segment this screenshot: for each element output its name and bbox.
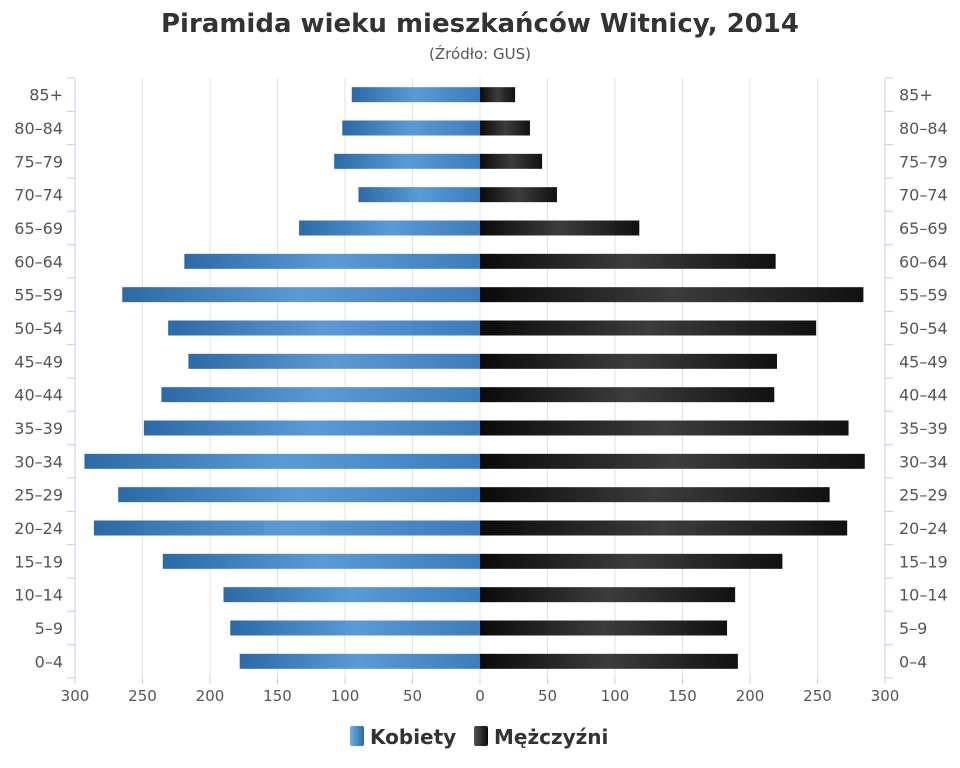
bar-women-20–24[interactable] bbox=[93, 520, 481, 536]
category-label-right: 60–64 bbox=[899, 252, 948, 271]
legend-item-women[interactable]: Kobiety bbox=[350, 725, 456, 749]
bar-men-65–69[interactable] bbox=[480, 220, 640, 236]
x-tick-label: 0 bbox=[475, 687, 485, 705]
category-label-left: 75–79 bbox=[14, 152, 63, 171]
x-tick-label: 250 bbox=[128, 687, 157, 705]
legend-swatch-women bbox=[350, 726, 364, 746]
bar-women-50–54[interactable] bbox=[168, 320, 480, 336]
legend-item-men[interactable]: Mężczyźni bbox=[474, 725, 608, 749]
x-tick-label: 150 bbox=[668, 687, 697, 705]
category-label-left: 45–49 bbox=[14, 352, 63, 371]
x-tick-label: 300 bbox=[871, 687, 900, 705]
bar-women-80–84[interactable] bbox=[342, 120, 480, 136]
x-tick-label: 50 bbox=[403, 687, 422, 705]
category-label-left: 5–9 bbox=[35, 619, 63, 638]
category-label-left: 10–14 bbox=[14, 586, 63, 605]
category-label-left: 65–69 bbox=[14, 219, 63, 238]
bar-women-40–44[interactable] bbox=[161, 387, 480, 403]
labels: 300 250 200 150 100 50 0 50 100 150 200 250 300 0–4 5–… bbox=[14, 86, 947, 705]
bars bbox=[84, 87, 865, 669]
bar-men-55–59[interactable] bbox=[480, 287, 864, 303]
bar-men-70–74[interactable] bbox=[480, 187, 557, 203]
bar-women-25–29[interactable] bbox=[118, 487, 480, 503]
category-label-right: 0–4 bbox=[899, 652, 927, 671]
category-label-right: 75–79 bbox=[899, 152, 948, 171]
bar-men-45–49[interactable] bbox=[480, 353, 777, 369]
bar-men-20–24[interactable] bbox=[480, 520, 848, 536]
category-label-right: 65–69 bbox=[899, 219, 948, 238]
bar-women-0–4[interactable] bbox=[239, 653, 480, 669]
x-tick-label: 200 bbox=[736, 687, 765, 705]
x-tick-label: 250 bbox=[803, 687, 832, 705]
bar-men-25–29[interactable] bbox=[480, 487, 830, 503]
bar-women-55–59[interactable] bbox=[122, 287, 480, 303]
bar-women-70–74[interactable] bbox=[358, 187, 481, 203]
chart-title: Piramida wieku mieszkańców Witnicy, 2014 bbox=[161, 9, 799, 39]
bar-women-45–49[interactable] bbox=[188, 353, 480, 369]
bar-women-85+[interactable] bbox=[351, 87, 480, 103]
bar-men-60–64[interactable] bbox=[480, 253, 776, 269]
bar-men-15–19[interactable] bbox=[480, 553, 783, 569]
category-label-right: 45–49 bbox=[899, 352, 948, 371]
category-label-left: 85+ bbox=[29, 86, 63, 105]
category-label-right: 35–39 bbox=[899, 419, 948, 438]
bar-men-85+[interactable] bbox=[480, 87, 516, 103]
x-tick-label: 50 bbox=[538, 687, 557, 705]
bar-women-60–64[interactable] bbox=[184, 253, 480, 269]
x-tick-label: 100 bbox=[601, 687, 630, 705]
x-tick-label: 200 bbox=[196, 687, 225, 705]
bar-women-35–39[interactable] bbox=[143, 420, 480, 436]
bar-men-10–14[interactable] bbox=[480, 587, 736, 603]
bar-men-5–9[interactable] bbox=[480, 620, 728, 636]
bar-men-80–84[interactable] bbox=[480, 120, 530, 136]
x-tick-label: 100 bbox=[331, 687, 360, 705]
bar-men-0–4[interactable] bbox=[480, 653, 738, 669]
bar-men-35–39[interactable] bbox=[480, 420, 849, 436]
bar-men-75–79[interactable] bbox=[480, 153, 543, 169]
category-label-right: 40–44 bbox=[899, 386, 948, 405]
bar-women-65–69[interactable] bbox=[299, 220, 480, 236]
category-label-right: 30–34 bbox=[899, 452, 948, 471]
bar-men-40–44[interactable] bbox=[480, 387, 775, 403]
legend-swatch-men bbox=[474, 726, 488, 746]
category-label-right: 50–54 bbox=[899, 319, 948, 338]
bar-women-75–79[interactable] bbox=[334, 153, 480, 169]
bar-women-10–14[interactable] bbox=[223, 587, 481, 603]
bar-women-30–34[interactable] bbox=[84, 453, 480, 469]
category-label-right: 80–84 bbox=[899, 119, 948, 138]
category-label-left: 55–59 bbox=[14, 286, 63, 305]
axes bbox=[67, 77, 893, 684]
legend: Kobiety Mężczyźni bbox=[350, 725, 608, 749]
category-label-right: 55–59 bbox=[899, 286, 948, 305]
category-label-right: 15–19 bbox=[899, 552, 948, 571]
category-label-left: 35–39 bbox=[14, 419, 63, 438]
category-label-right: 70–74 bbox=[899, 186, 948, 205]
category-label-left: 80–84 bbox=[14, 119, 63, 138]
bar-men-30–34[interactable] bbox=[480, 453, 865, 469]
legend-label-women: Kobiety bbox=[370, 725, 456, 749]
bar-women-5–9[interactable] bbox=[230, 620, 480, 636]
category-label-left: 20–24 bbox=[14, 519, 63, 538]
category-label-left: 0–4 bbox=[35, 652, 63, 671]
category-label-left: 60–64 bbox=[14, 252, 63, 271]
category-label-left: 50–54 bbox=[14, 319, 63, 338]
x-tick-label: 150 bbox=[263, 687, 292, 705]
category-label-left: 25–29 bbox=[14, 486, 63, 505]
category-label-right: 10–14 bbox=[899, 586, 948, 605]
category-label-right: 25–29 bbox=[899, 486, 948, 505]
category-label-right: 85+ bbox=[899, 86, 933, 105]
category-label-right: 20–24 bbox=[899, 519, 948, 538]
category-label-left: 15–19 bbox=[14, 552, 63, 571]
category-label-right: 5–9 bbox=[899, 619, 927, 638]
x-tick-label: 300 bbox=[61, 687, 90, 705]
category-label-left: 40–44 bbox=[14, 386, 63, 405]
legend-label-men: Mężczyźni bbox=[494, 725, 608, 749]
category-label-left: 70–74 bbox=[14, 186, 63, 205]
category-label-left: 30–34 bbox=[14, 452, 63, 471]
bar-men-50–54[interactable] bbox=[480, 320, 817, 336]
chart-subtitle: (Źródło: GUS) bbox=[429, 44, 531, 63]
bar-women-15–19[interactable] bbox=[162, 553, 480, 569]
